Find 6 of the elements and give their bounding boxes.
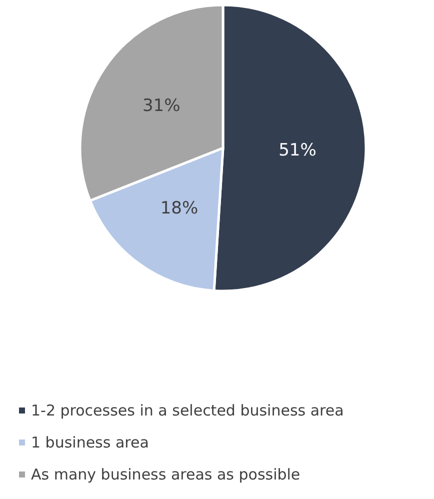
legend-label: As many business areas as possible [31,466,300,484]
data-label: 31% [142,96,180,116]
legend-label: 1-2 processes in a selected business area [31,402,344,420]
data-label: 51% [278,140,316,160]
data-label: 18% [160,198,198,218]
legend-label: 1 business area [31,434,149,452]
